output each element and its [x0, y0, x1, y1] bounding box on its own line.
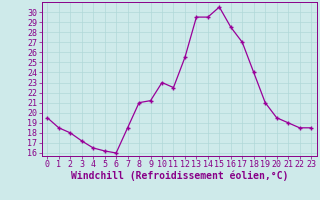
X-axis label: Windchill (Refroidissement éolien,°C): Windchill (Refroidissement éolien,°C) [70, 171, 288, 181]
